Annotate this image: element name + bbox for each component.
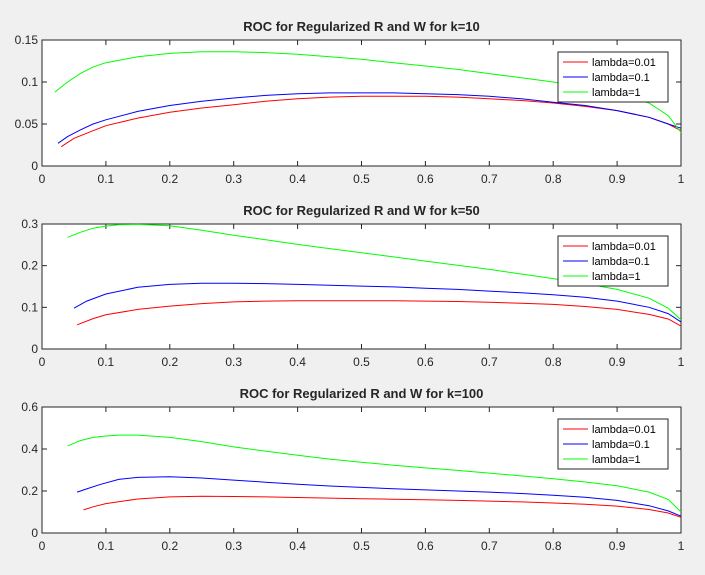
x-tick-label: 0.7	[481, 172, 498, 186]
x-tick-label: 0.2	[161, 355, 178, 369]
x-tick-label: 0.4	[289, 539, 306, 553]
plot-title: ROC for Regularized R and W for k=100	[240, 386, 484, 401]
legend-entry-label: lambda=1	[592, 454, 641, 466]
y-tick-label: 0.2	[21, 484, 38, 498]
x-tick-label: 0	[39, 539, 46, 553]
x-tick-label: 0.9	[609, 172, 626, 186]
x-tick-label: 0	[39, 355, 46, 369]
x-tick-label: 0.6	[417, 172, 434, 186]
y-tick-label: 0.15	[15, 33, 39, 47]
x-tick-label: 0.1	[98, 172, 115, 186]
x-tick-label: 1	[678, 539, 685, 553]
x-tick-label: 1	[678, 172, 685, 186]
x-tick-label: 0.5	[353, 539, 370, 553]
y-tick-label: 0.05	[15, 117, 39, 131]
legend: lambda=0.01 lambda=0.1 lambda=1	[557, 51, 669, 103]
legend-entry-label: lambda=0.01	[592, 241, 656, 253]
x-tick-label: 0.4	[289, 172, 306, 186]
x-tick-label: 0.3	[225, 539, 242, 553]
series-line-lambda=0.01	[76, 300, 682, 327]
y-tick-label: 0.4	[21, 442, 38, 456]
series-line-lambda=0.01	[60, 95, 682, 148]
plot-title: ROC for Regularized R and W for k=10	[243, 19, 480, 34]
plot-title: ROC for Regularized R and W for k=50	[243, 203, 480, 218]
x-tick-label: 0.8	[545, 355, 562, 369]
x-tick-label: 0.2	[161, 539, 178, 553]
y-tick-label: 0	[31, 526, 38, 540]
x-tick-label: 0.8	[545, 172, 562, 186]
legend-entry-label: lambda=0.1	[592, 439, 650, 451]
x-tick-label: 1	[678, 355, 685, 369]
y-tick-label: 0.2	[21, 259, 38, 273]
x-tick-label: 0.5	[353, 355, 370, 369]
y-tick-label: 0.1	[21, 75, 38, 89]
x-tick-label: 0.6	[417, 539, 434, 553]
series-line-lambda=1	[67, 434, 682, 513]
series-line-lambda=0.1	[76, 476, 682, 517]
legend-entry-label: lambda=0.1	[592, 72, 650, 84]
x-tick-label: 0.9	[609, 355, 626, 369]
y-tick-label: 0	[31, 342, 38, 356]
legend-entry-label: lambda=0.01	[592, 424, 656, 436]
x-tick-label: 0.5	[353, 172, 370, 186]
legend-entry-label: lambda=1	[592, 87, 641, 99]
x-tick-label: 0.4	[289, 355, 306, 369]
y-tick-label: 0.1	[21, 300, 38, 314]
series-line-lambda=0.1	[57, 92, 682, 144]
x-tick-label: 0.3	[225, 172, 242, 186]
x-tick-label: 0.1	[98, 539, 115, 553]
legend-entry-label: lambda=0.01	[592, 57, 656, 69]
subplot-2: ROC for Regularized R and W for k=50 0 0.1…	[21, 203, 684, 369]
subplot-3: ROC for Regularized R and W for k=100 0 0.…	[21, 386, 684, 553]
series-line-lambda=0.1	[73, 282, 682, 323]
series-line-lambda=0.01	[83, 495, 682, 518]
subplot-1: ROC for Regularized R and W for k=10 0 0.1…	[15, 19, 685, 186]
x-tick-label: 0.6	[417, 355, 434, 369]
x-tick-label: 0.7	[481, 355, 498, 369]
legend: lambda=0.01 lambda=0.1 lambda=1	[557, 418, 669, 470]
legend-entry-label: lambda=0.1	[592, 256, 650, 268]
x-tick-label: 0.8	[545, 539, 562, 553]
legend-entry-label: lambda=1	[592, 271, 641, 283]
x-tick-label: 0.7	[481, 539, 498, 553]
x-tick-label: 0	[39, 172, 46, 186]
y-tick-label: 0	[31, 159, 38, 173]
legend: lambda=0.01 lambda=0.1 lambda=1	[557, 235, 669, 287]
y-tick-label: 0.6	[21, 400, 38, 414]
x-tick-label: 0.2	[161, 172, 178, 186]
x-tick-label: 0.9	[609, 539, 626, 553]
x-tick-label: 0.1	[98, 355, 115, 369]
x-tick-label: 0.3	[225, 355, 242, 369]
y-tick-label: 0.3	[21, 217, 38, 231]
